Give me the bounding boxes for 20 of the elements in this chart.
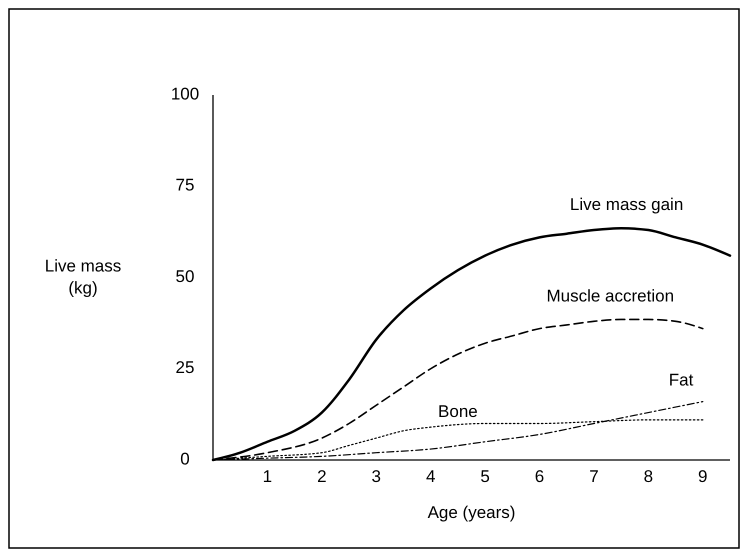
series-label: Bone: [438, 402, 478, 422]
series-label: Fat: [668, 370, 694, 390]
x-tick-label: 1: [262, 467, 272, 486]
y-tick-label: 25: [176, 358, 194, 378]
x-tick-label: 7: [589, 467, 599, 486]
series-label: Muscle accretion: [546, 286, 674, 306]
series-label: Live mass gain: [570, 195, 684, 214]
x-tick-label: 9: [698, 467, 708, 486]
y-tick-label: 50: [176, 266, 194, 286]
x-tick-label: 6: [534, 467, 544, 486]
x-tick-label: 8: [644, 467, 654, 486]
x-tick-label: 2: [317, 467, 327, 486]
x-axis-title: Age (years): [428, 503, 516, 522]
x-tick-label: 4: [426, 467, 436, 486]
y-axis-title: Live mass (kg): [44, 256, 122, 298]
y-tick-label: 0: [180, 449, 190, 468]
x-tick-label: 3: [372, 467, 381, 486]
x-tick-label: 5: [480, 467, 490, 486]
y-tick-label: 100: [170, 84, 200, 104]
y-tick-label: 75: [176, 176, 194, 195]
